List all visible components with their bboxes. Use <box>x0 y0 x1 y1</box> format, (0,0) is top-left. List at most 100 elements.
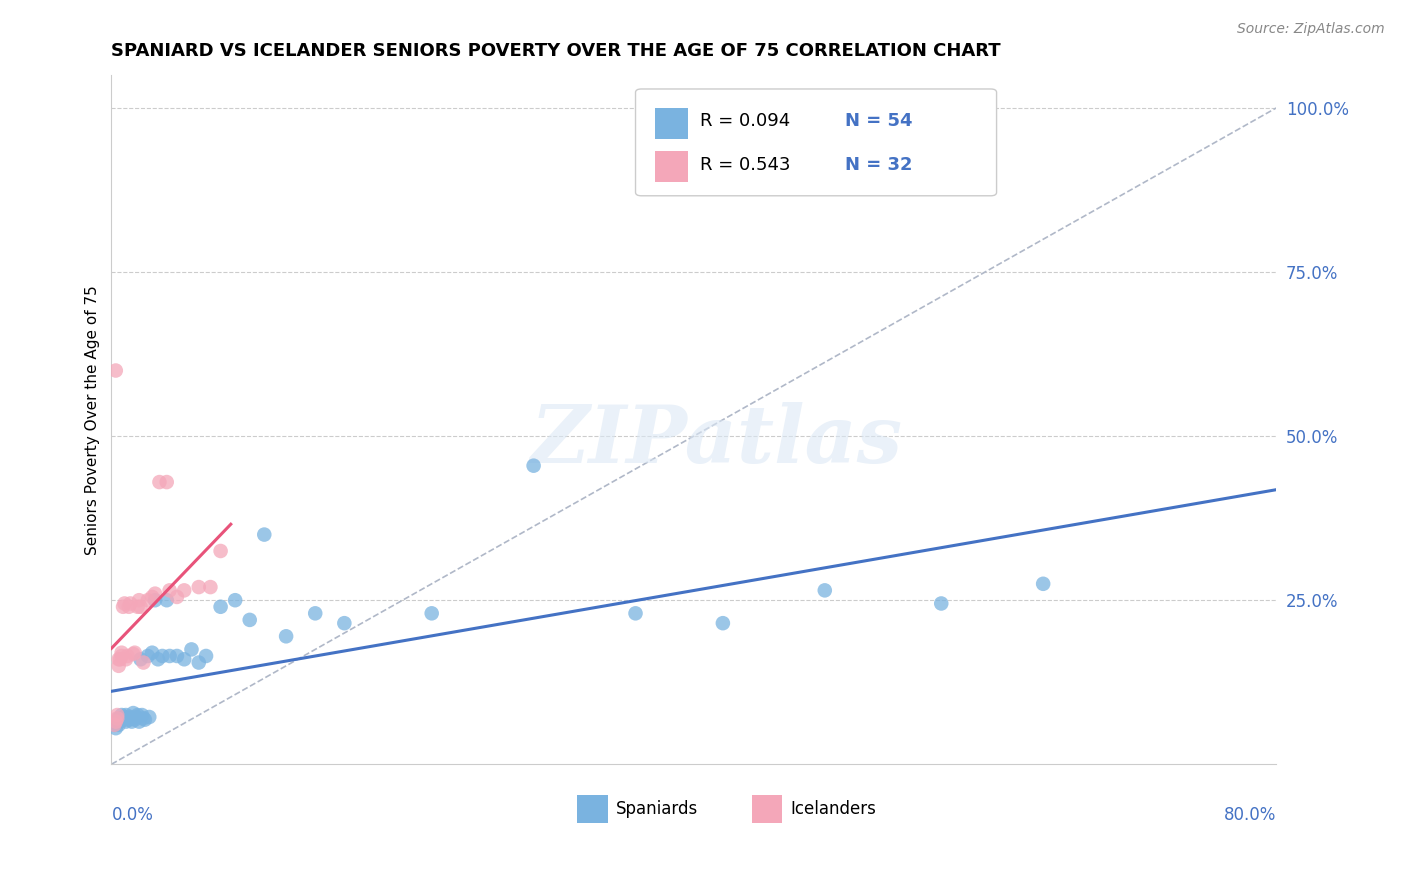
Point <box>104 721 127 735</box>
Text: Icelanders: Icelanders <box>790 800 876 818</box>
Text: Source: ZipAtlas.com: Source: ZipAtlas.com <box>1237 22 1385 37</box>
Point <box>124 713 146 727</box>
Point <box>173 652 195 666</box>
Point <box>929 597 952 611</box>
Point <box>156 593 179 607</box>
Point <box>122 711 145 725</box>
Point <box>118 713 141 727</box>
FancyBboxPatch shape <box>752 796 782 822</box>
Point <box>136 593 159 607</box>
Point <box>127 599 149 614</box>
Point <box>107 711 129 725</box>
Point <box>108 714 131 729</box>
Point <box>141 646 163 660</box>
Point <box>120 597 142 611</box>
Point <box>104 714 127 729</box>
Point <box>128 714 150 729</box>
Point <box>333 616 356 631</box>
FancyBboxPatch shape <box>655 108 688 139</box>
Point <box>224 593 246 607</box>
Point <box>117 648 139 663</box>
Point <box>132 711 155 725</box>
Point <box>239 613 262 627</box>
Point <box>209 599 232 614</box>
Text: 0.0%: 0.0% <box>111 805 153 823</box>
Point <box>117 711 139 725</box>
Point <box>129 652 152 666</box>
Point <box>420 607 443 621</box>
Point <box>150 648 173 663</box>
Point <box>173 583 195 598</box>
Point <box>122 706 145 720</box>
Point <box>112 599 135 614</box>
Point <box>148 475 170 489</box>
Point <box>304 607 326 621</box>
Point <box>108 652 131 666</box>
Point <box>107 652 129 666</box>
Point <box>131 708 153 723</box>
Point <box>187 580 209 594</box>
Point <box>129 599 152 614</box>
Point <box>107 718 129 732</box>
Point <box>180 642 202 657</box>
Point <box>120 710 142 724</box>
Point <box>112 713 135 727</box>
Text: R = 0.094: R = 0.094 <box>700 112 790 130</box>
Point <box>624 607 647 621</box>
Point <box>141 590 163 604</box>
Point <box>127 708 149 723</box>
Text: SPANIARD VS ICELANDER SENIORS POVERTY OVER THE AGE OF 75 CORRELATION CHART: SPANIARD VS ICELANDER SENIORS POVERTY OV… <box>111 42 1001 60</box>
Point <box>105 711 128 725</box>
Point <box>156 475 179 489</box>
Point <box>110 648 132 663</box>
Point <box>166 648 188 663</box>
Point <box>209 544 232 558</box>
Point <box>110 646 132 660</box>
Point <box>108 711 131 725</box>
Point <box>104 363 127 377</box>
FancyBboxPatch shape <box>655 151 688 182</box>
Text: 80.0%: 80.0% <box>1223 805 1277 823</box>
Point <box>136 648 159 663</box>
Point <box>115 652 138 666</box>
Point <box>110 708 132 723</box>
Point <box>115 714 138 729</box>
Point <box>200 580 222 594</box>
Text: Spaniards: Spaniards <box>616 800 697 818</box>
Point <box>159 648 181 663</box>
Point <box>114 597 136 611</box>
Point <box>105 708 128 723</box>
Point <box>253 527 276 541</box>
FancyBboxPatch shape <box>636 89 997 195</box>
Text: N = 32: N = 32 <box>845 156 912 174</box>
Point <box>125 710 148 724</box>
Point <box>134 713 156 727</box>
Point <box>138 710 160 724</box>
Text: ZIPatlas: ZIPatlas <box>531 401 903 479</box>
Point <box>118 599 141 614</box>
Point <box>114 710 136 724</box>
Point <box>107 658 129 673</box>
Point <box>121 714 143 729</box>
Point <box>122 647 145 661</box>
Point <box>711 616 734 631</box>
Point <box>187 656 209 670</box>
Point <box>274 629 297 643</box>
Point <box>159 583 181 598</box>
Text: N = 54: N = 54 <box>845 112 912 130</box>
Point <box>143 593 166 607</box>
Point <box>115 708 138 723</box>
Point <box>132 656 155 670</box>
Point <box>143 587 166 601</box>
Y-axis label: Seniors Poverty Over the Age of 75: Seniors Poverty Over the Age of 75 <box>86 285 100 555</box>
Point <box>103 718 125 732</box>
Point <box>124 646 146 660</box>
Point <box>128 593 150 607</box>
Point <box>814 583 837 598</box>
FancyBboxPatch shape <box>578 796 607 822</box>
Point <box>1032 576 1054 591</box>
Point <box>523 458 546 473</box>
Text: R = 0.543: R = 0.543 <box>700 156 790 174</box>
Point <box>110 711 132 725</box>
Point <box>105 714 128 729</box>
